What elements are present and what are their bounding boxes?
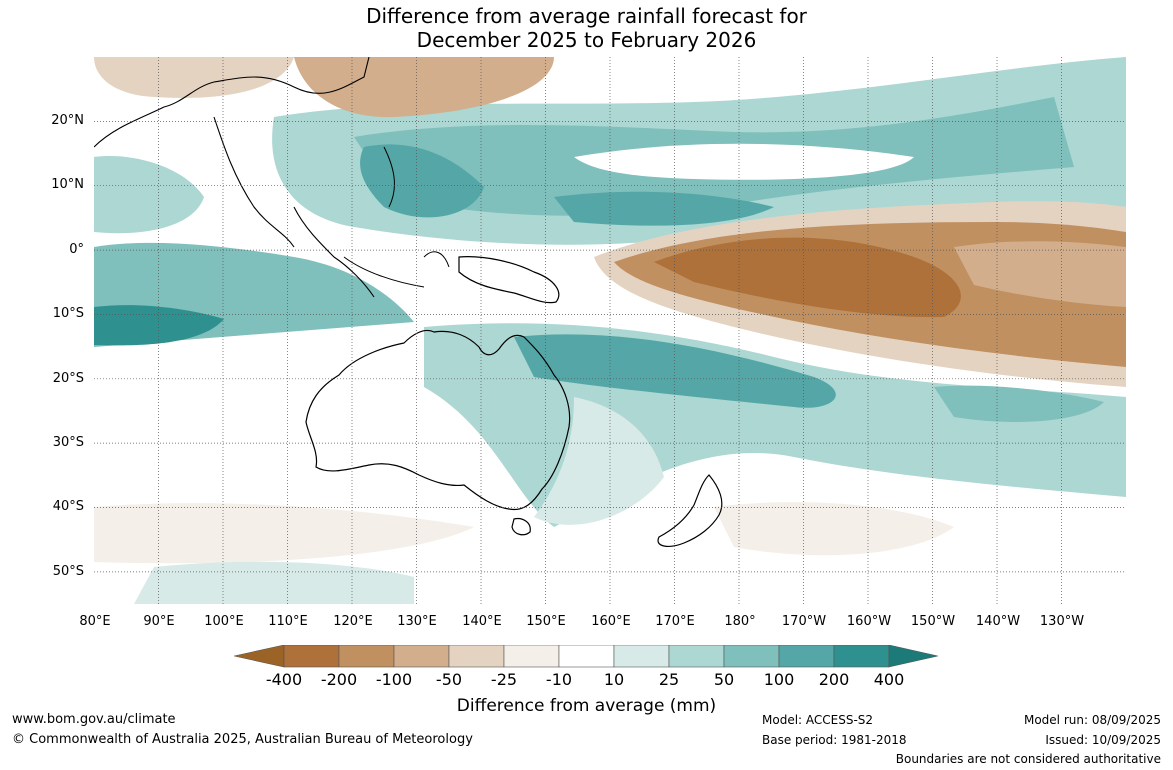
wet-indian-west (94, 156, 204, 234)
wet-core-north-pacific (554, 191, 774, 226)
lat-label-10n: 10°N (51, 177, 84, 192)
wet-south-pacific-core (514, 334, 836, 408)
dry-tongue-core (654, 237, 961, 318)
dry-patch-north-pacific (574, 143, 914, 180)
new-zealand-outline (657, 474, 723, 547)
colorbar (233, 644, 939, 673)
wet-tasman (534, 397, 664, 525)
colorbar-swatch-7 (613, 644, 670, 668)
lon-label-130e: 130°E (397, 614, 437, 629)
asia-outline (94, 57, 375, 298)
colorbar-tick-label: 10 (603, 670, 625, 689)
lon-label-150e: 150°E (526, 614, 566, 629)
colorbar-swatch-11 (833, 644, 890, 668)
dry-belt-north-light (94, 57, 294, 98)
colorbar-swatch-10 (778, 644, 835, 668)
wet-indian-ocean-core (94, 305, 224, 346)
lon-label-100e: 100°E (204, 614, 244, 629)
colorbar-tick-label: -50 (435, 670, 463, 689)
new-guinea-outline (458, 256, 560, 304)
colorbar-swatch-6 (558, 644, 615, 668)
map-title: Difference from average rainfall forecas… (0, 4, 1173, 52)
title-line-2: December 2025 to February 2026 (416, 28, 757, 52)
model-run-date: Model run: 08/09/2025 (1023, 713, 1161, 727)
lon-label-110e: 110°E (268, 614, 308, 629)
colorbar-swatch-2 (338, 644, 395, 668)
colorbar-tick-label: -100 (375, 670, 413, 689)
rainfall-anomaly-field (94, 57, 1126, 604)
colorbar-tick-label: 25 (658, 670, 680, 689)
colorbar-tick-label: 100 (763, 670, 795, 689)
lon-label-120e: 120°E (333, 614, 373, 629)
colorbar-title: Difference from average (mm) (456, 696, 717, 716)
tasmania-outline (511, 517, 531, 536)
lat-label-40s: 40°S (52, 499, 84, 514)
colorbar-tick-label: -400 (265, 670, 303, 689)
islands-outline (343, 146, 450, 288)
colorbar-swatch-9 (723, 644, 780, 668)
colorbar-arrow-left (233, 644, 285, 668)
lon-label-160e: 160°E (591, 614, 631, 629)
australia-outline (305, 329, 571, 511)
lon-label-170e: 170°E (655, 614, 695, 629)
lat-label-50s: 50°S (52, 564, 84, 579)
base-period: Base period: 1981-2018 (762, 733, 907, 747)
rainfall-map (94, 57, 1126, 604)
dry-southern-east (714, 502, 954, 556)
lat-label-30s: 30°S (52, 435, 84, 450)
lat-label-20s: 20°S (52, 371, 84, 386)
lon-label-160w: 160°W (846, 614, 892, 629)
colorbar-swatch-4 (448, 644, 505, 668)
dry-tongue-east-light (954, 241, 1126, 307)
colorbar-tick-label: -10 (545, 670, 573, 689)
dry-belt-north (294, 57, 554, 118)
dry-southern-ocean (94, 503, 474, 564)
boundaries-disclaimer: Boundaries are not considered authoritat… (895, 752, 1161, 766)
wet-southern-ocean (134, 561, 414, 604)
lon-label-170w: 170°W (781, 614, 827, 629)
lon-label-140e: 140°E (462, 614, 502, 629)
colorbar-swatches (233, 644, 939, 668)
lat-label-10s: 10°S (52, 306, 84, 321)
colorbar-swatch-1 (283, 644, 340, 668)
colorbar-arrow-right (888, 644, 939, 668)
lon-label-150w: 150°W (910, 614, 956, 629)
colorbar-tick-label: -25 (490, 670, 518, 689)
copyright-text: © Commonwealth of Australia 2025, Austra… (12, 732, 473, 747)
lon-label-80e: 80°E (79, 614, 111, 629)
colorbar-tick-label: -200 (320, 670, 358, 689)
colorbar-swatch-5 (503, 644, 560, 668)
graticule (94, 57, 1126, 604)
lat-label-0: 0° (69, 242, 84, 257)
lon-label-180: 180° (724, 614, 756, 629)
title-line-1: Difference from average rainfall forecas… (366, 4, 807, 28)
lon-label-130w: 130°W (1039, 614, 1085, 629)
lon-label-140w: 140°W (975, 614, 1021, 629)
website-link[interactable]: www.bom.gov.au/climate (12, 712, 176, 727)
colorbar-swatch-8 (668, 644, 725, 668)
lat-label-20n: 20°N (51, 113, 84, 128)
lon-label-90e: 90°E (143, 614, 175, 629)
colorbar-tick-label: 400 (873, 670, 905, 689)
colorbar-tick-label: 50 (713, 670, 735, 689)
wet-south-pacific-east (934, 385, 1104, 422)
issued-date: Issued: 10/09/2025 (1045, 733, 1161, 747)
colorbar-tick-label: 200 (818, 670, 850, 689)
model-name: Model: ACCESS-S2 (762, 713, 874, 727)
colorbar-swatch-3 (393, 644, 450, 668)
